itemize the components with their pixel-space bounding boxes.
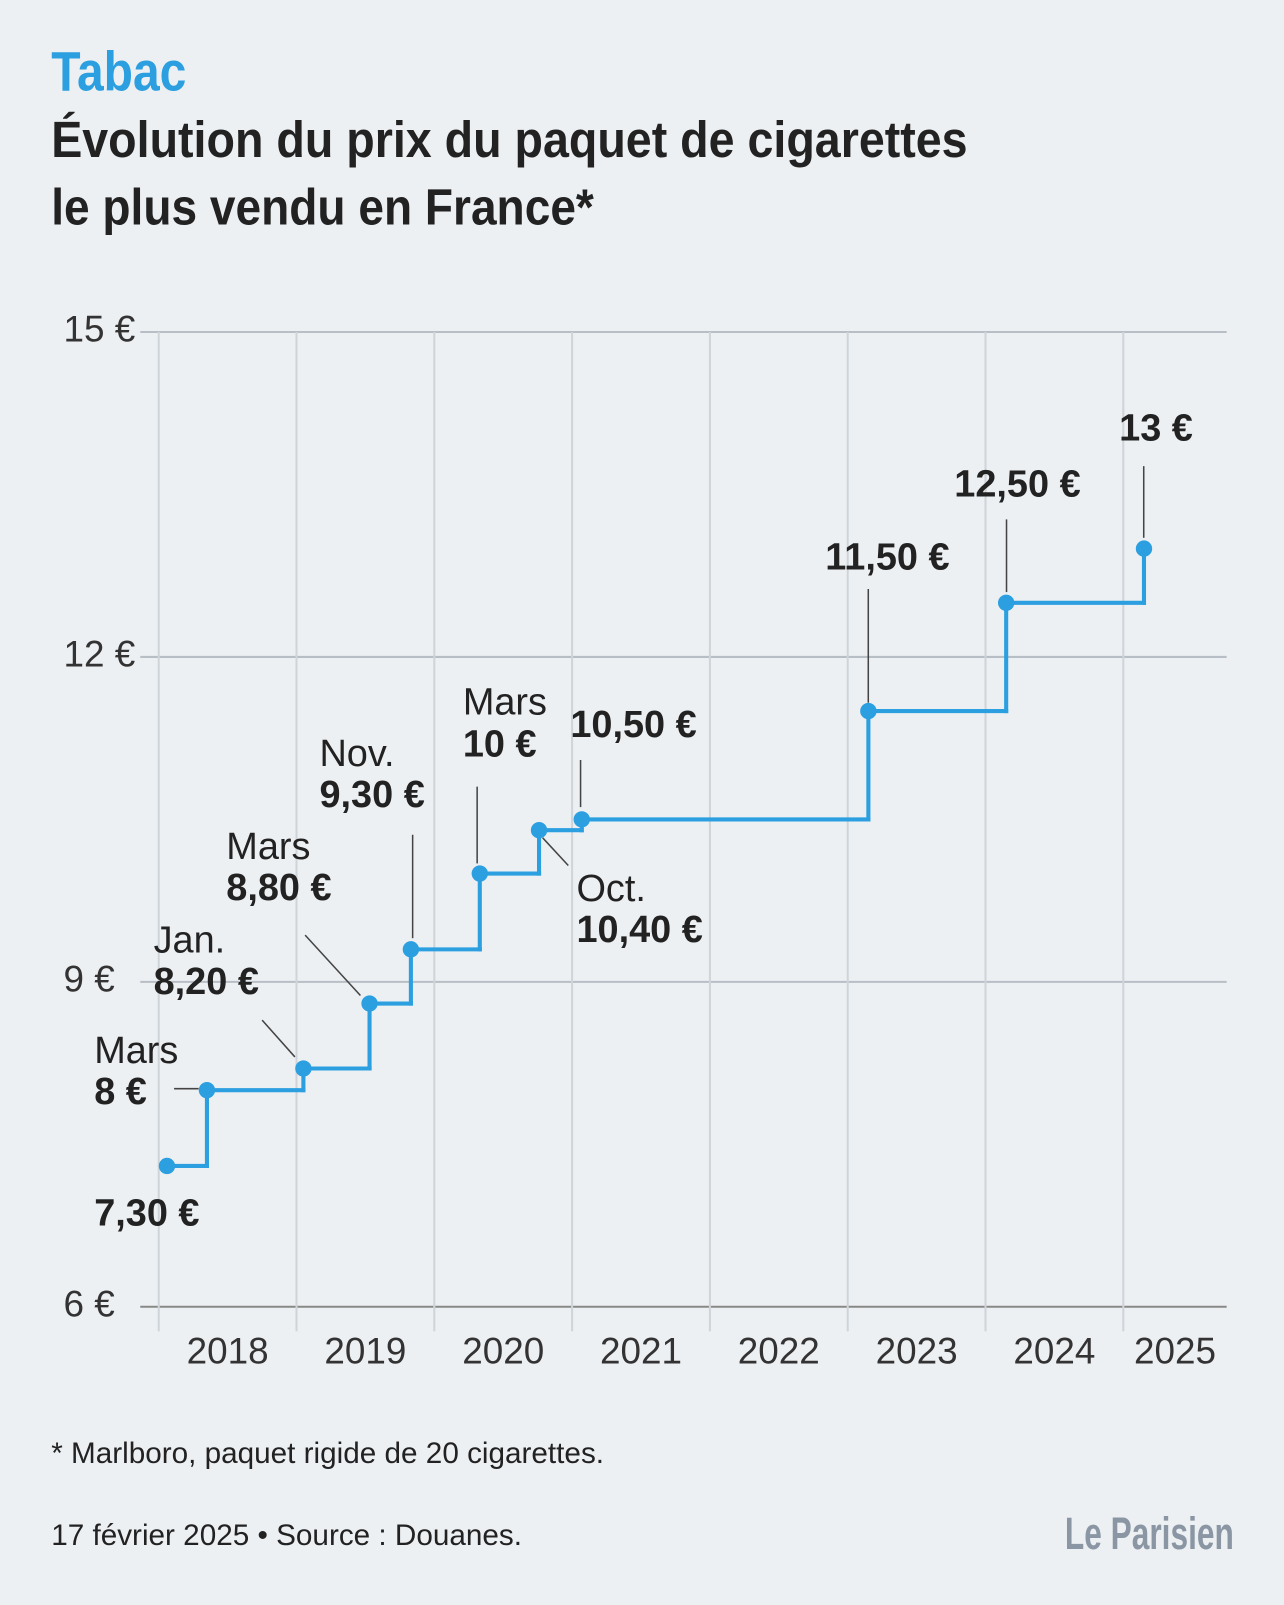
kicker: Tabac <box>51 41 186 103</box>
chart-title: Évolution du prix du paquet de cigarette… <box>51 111 967 168</box>
x-tick-label: 2018 <box>187 1331 269 1372</box>
value-label: 8 € <box>94 1071 147 1113</box>
y-tick-label: 12 € <box>63 634 135 675</box>
x-tick-label: 2024 <box>1013 1331 1095 1372</box>
logo: Le Parisien <box>1065 1508 1234 1559</box>
value-label: 11,50 € <box>825 536 949 578</box>
date-label: Oct. <box>576 868 645 910</box>
point <box>530 822 548 839</box>
value-label: 10,50 € <box>570 704 696 746</box>
point <box>198 1081 216 1099</box>
y-tick-label: 9 € <box>63 959 114 1000</box>
x-tick-label: 2023 <box>876 1331 958 1372</box>
y-tick-label: 15 € <box>63 309 135 350</box>
point <box>402 941 420 958</box>
value-label: 10 € <box>463 724 537 766</box>
point <box>860 702 877 720</box>
source: 17 février 2025 • Source : Douanes. <box>51 1519 522 1552</box>
value-label: 10,40 € <box>576 909 702 951</box>
point <box>1135 540 1153 557</box>
footnote: * Marlboro, paquet rigide de 20 cigarett… <box>51 1437 604 1470</box>
point <box>471 865 488 882</box>
date-label: Jan. <box>154 919 226 961</box>
leader-line <box>542 837 569 866</box>
x-tick-label: 2021 <box>600 1331 682 1372</box>
point <box>573 811 590 828</box>
chart-title: le plus vendu en France* <box>51 179 594 236</box>
x-tick-label: 2020 <box>462 1331 544 1372</box>
value-label: 8,20 € <box>154 961 259 1003</box>
date-label: Mars <box>94 1030 178 1072</box>
leader-line <box>304 934 361 997</box>
y-tick-label: 6 € <box>63 1284 114 1325</box>
leader-line <box>261 1019 296 1058</box>
x-tick-label: 2025 <box>1134 1331 1216 1372</box>
date-label: Mars <box>463 682 547 724</box>
point <box>997 594 1015 611</box>
date-label: Mars <box>226 826 310 868</box>
point <box>295 1060 312 1077</box>
date-label: Nov. <box>319 733 394 775</box>
x-tick-label: 2019 <box>324 1331 406 1372</box>
value-label: 7,30 € <box>94 1193 199 1235</box>
x-tick-label: 2022 <box>738 1331 820 1372</box>
point <box>158 1157 176 1175</box>
value-label: 8,80 € <box>226 867 331 909</box>
value-label: 13 € <box>1119 407 1193 449</box>
value-label: 9,30 € <box>319 774 424 816</box>
point <box>361 995 378 1012</box>
value-label: 12,50 € <box>954 464 1080 506</box>
